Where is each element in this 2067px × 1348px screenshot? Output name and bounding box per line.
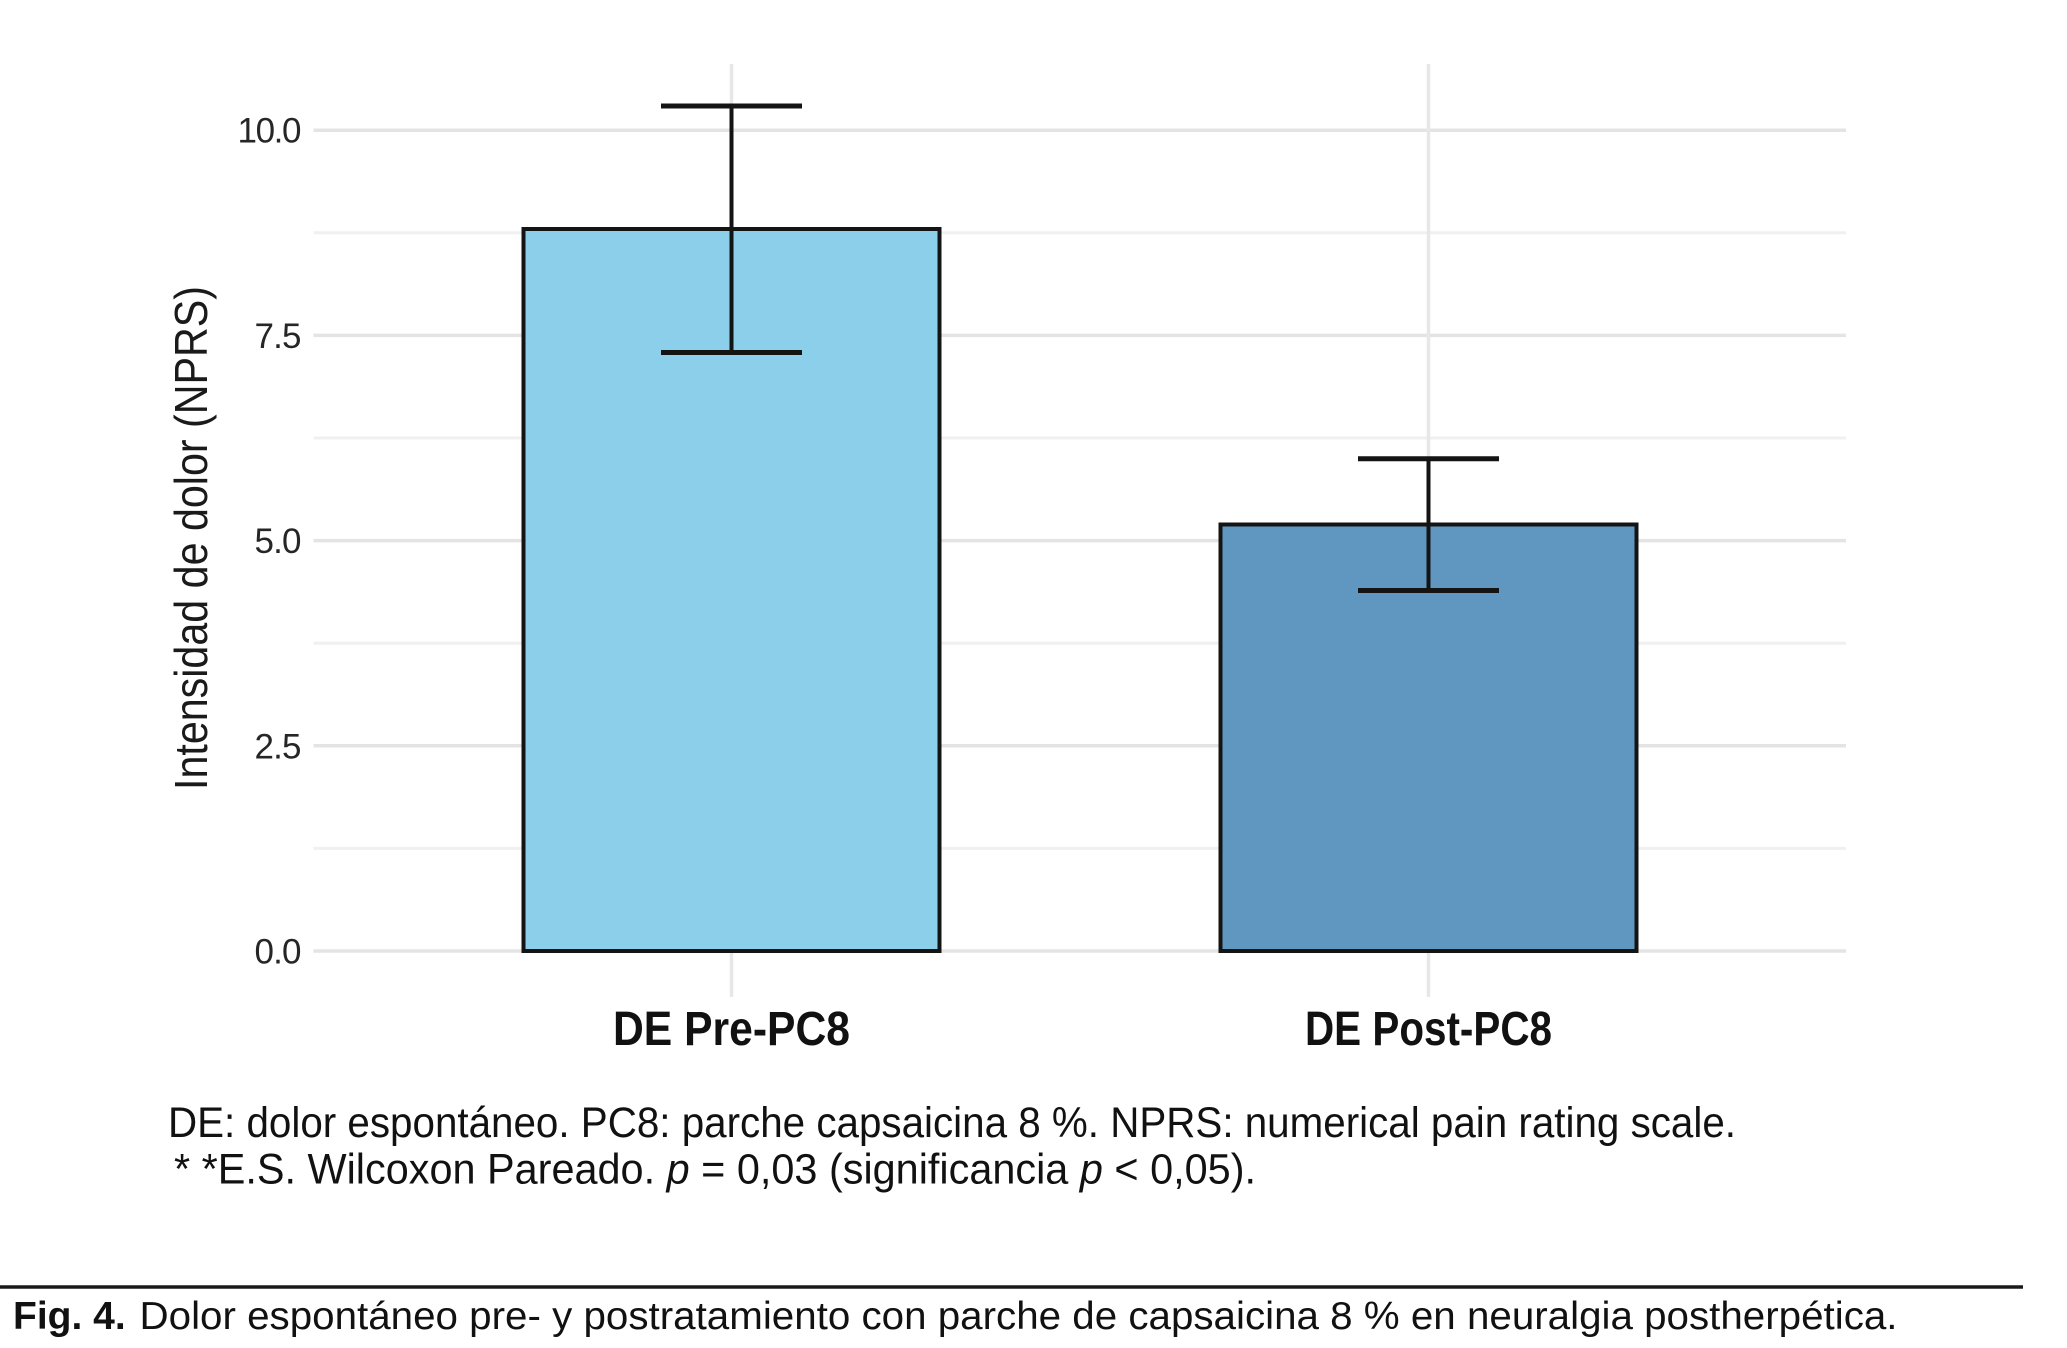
svg-text:DE Pre-PC8: DE Pre-PC8 xyxy=(613,1003,850,1056)
svg-text:0.0: 0.0 xyxy=(255,933,302,972)
svg-text:10.0: 10.0 xyxy=(238,112,302,151)
svg-text:Dolor espontáneo pre- y postra: Dolor espontáneo pre- y postratamiento c… xyxy=(140,1295,1898,1338)
svg-text:Fig. 4.: Fig. 4. xyxy=(13,1295,126,1338)
svg-text:DE: dolor espontáneo. PC8: par: DE: dolor espontáneo. PC8: parche capsai… xyxy=(168,1099,1736,1147)
svg-text:DE Post-PC8: DE Post-PC8 xyxy=(1305,1003,1552,1056)
svg-text:2.5: 2.5 xyxy=(255,727,302,766)
svg-text:5.0: 5.0 xyxy=(255,522,302,561)
svg-text:7.5: 7.5 xyxy=(255,317,302,356)
svg-text:Intensidad de dolor (NPRS): Intensidad de dolor (NPRS) xyxy=(165,286,217,790)
svg-text:* *E.S. Wilcoxon Pareado. p =: * *E.S. Wilcoxon Pareado. p = 0,03 (sign… xyxy=(174,1146,1256,1194)
